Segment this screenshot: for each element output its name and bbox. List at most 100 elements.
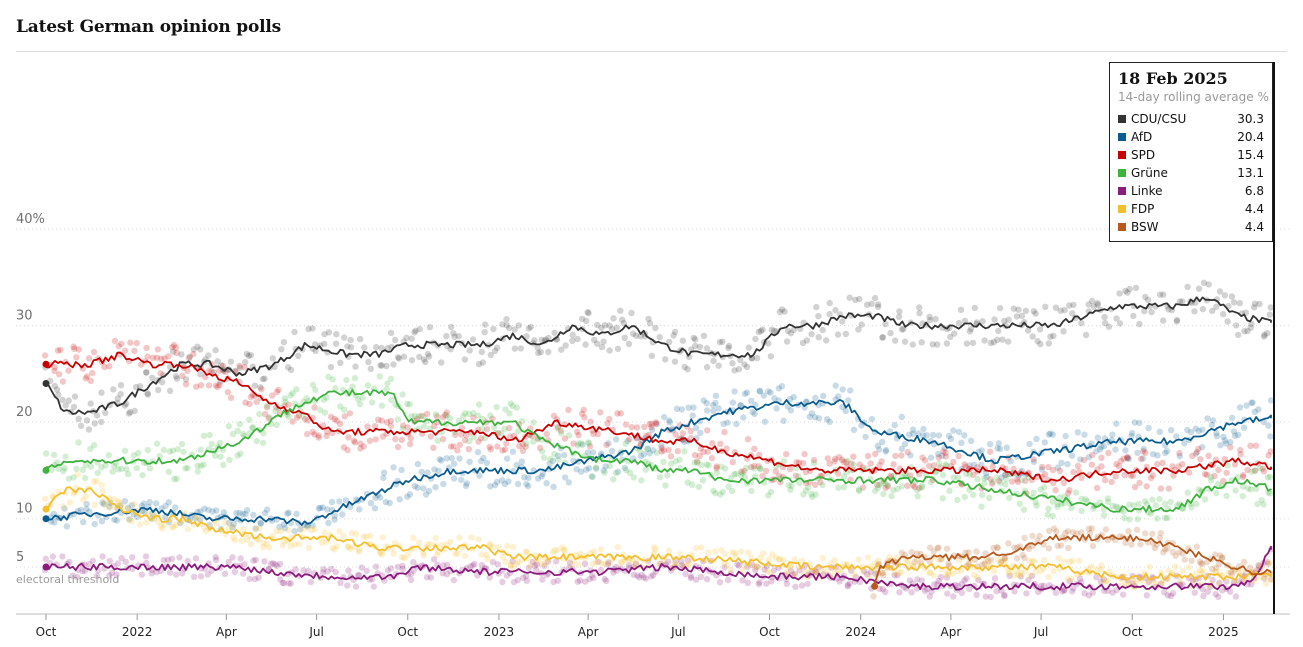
poll-dot [497,429,505,437]
poll-dot [261,509,269,517]
poll-dot [875,557,882,564]
poll-dot [1125,528,1132,535]
poll-dot [1054,500,1061,508]
poll-dot [1216,560,1223,568]
poll-dot [720,560,728,567]
poll-dot [618,558,626,566]
poll-dot [408,357,416,364]
poll-dot [1204,588,1212,595]
poll-dot [293,386,300,393]
poll-dot [871,294,879,302]
poll-dot [73,354,80,361]
poll-dot [133,339,140,347]
poll-dot [477,435,485,442]
poll-dot [1019,551,1026,559]
poll-dot [309,381,317,389]
poll-dot [589,572,596,579]
poll-dot [384,380,391,387]
poll-dot [399,425,406,432]
poll-dot [1254,500,1261,508]
poll-dot [909,341,916,348]
series-line-spd [45,351,1272,483]
poll-dot [969,339,977,347]
poll-dot [751,465,758,472]
poll-dot [1001,591,1008,599]
poll-dot [63,523,71,530]
poll-dot [506,410,513,417]
poll-dot [543,480,550,487]
poll-dot [1199,560,1206,567]
poll-dot [831,556,838,564]
poll-dot [269,392,276,399]
poll-dot [1022,307,1030,314]
poll-dot [1122,447,1129,454]
poll-dot [1160,317,1167,324]
poll-dot [1220,433,1227,440]
series-line-afd [45,399,1272,526]
poll-dot [1149,472,1157,479]
poll-dot [649,447,657,454]
poll-dot [1011,588,1018,595]
poll-dot [247,541,255,548]
series-start-marker [42,360,50,368]
poll-dot [1018,477,1025,484]
poll-dot [369,576,376,583]
poll-dot [1237,446,1244,454]
poll-dot [760,392,767,399]
poll-dot [136,521,144,528]
poll-dot [997,479,1004,487]
poll-dot [1078,507,1085,515]
poll-dot [1187,429,1195,436]
poll-dot [1034,537,1041,544]
poll-dot [386,499,393,507]
poll-dot [140,500,148,507]
poll-dot [664,472,671,479]
poll-dot [331,546,338,553]
poll-dot [128,518,135,525]
poll-dot [344,446,351,454]
poll-dot [995,327,1002,335]
poll-dot [796,479,803,487]
poll-dot [700,332,708,339]
poll-dot [305,544,313,551]
poll-dot [250,557,257,564]
poll-dot [159,525,166,532]
poll-dot [712,548,719,555]
poll-dot [741,473,749,481]
poll-dot [456,534,463,541]
poll-dot [86,355,93,362]
poll-dot [463,480,470,487]
poll-dot [410,567,417,574]
poll-dot [1136,419,1143,427]
poll-dot [361,344,368,351]
poll-dot [1102,577,1110,584]
poll-dot [908,548,915,556]
poll-dot [251,382,259,389]
poll-dot [324,428,331,435]
poll-dot [1239,483,1247,490]
poll-dot [384,567,391,574]
poll-dot [491,347,499,354]
poll-dot [648,573,655,580]
tooltip-party-name: AfD [1131,130,1153,144]
poll-dot [91,520,98,528]
poll-dot [1025,469,1032,476]
poll-dot [787,567,795,574]
poll-dot [1065,544,1072,552]
poll-dot [802,468,809,476]
poll-dot [590,574,597,582]
poll-dot [810,459,818,467]
poll-dot [882,588,889,596]
poll-dot [970,471,977,478]
poll-dot [333,542,340,550]
poll-dot [872,487,879,495]
poll-dot [465,446,472,453]
poll-dot [653,420,661,428]
poll-dot [1074,429,1082,436]
poll-dot [1060,328,1067,335]
poll-dot [692,342,699,350]
series-start-marker [42,515,50,523]
poll-dot [454,447,461,454]
poll-dot [748,397,755,404]
